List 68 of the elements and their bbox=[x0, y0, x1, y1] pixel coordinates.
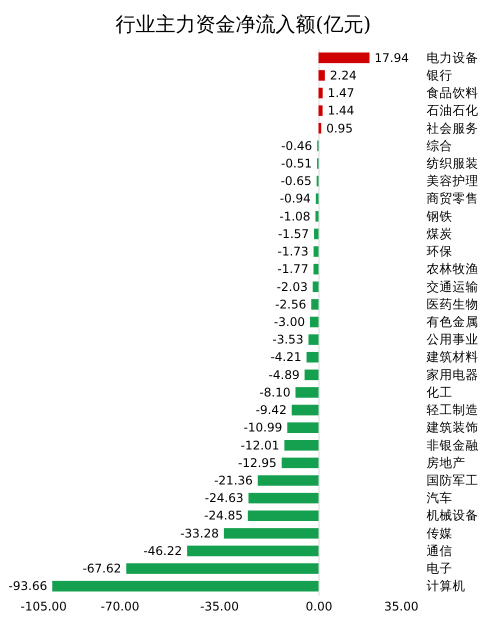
y-tick-label: 电力设备 bbox=[426, 50, 478, 65]
data-label: 1.47 bbox=[328, 86, 354, 100]
y-tick-label: 综合 bbox=[426, 138, 452, 153]
y-tick-label: 通信 bbox=[426, 542, 452, 558]
y-tick-label: 机械设备 bbox=[426, 508, 478, 523]
y-tick-label: 公用事业 bbox=[426, 332, 478, 347]
y-tick-label: 农林牧渔 bbox=[426, 261, 478, 276]
y-tick-label: 钢铁 bbox=[426, 208, 452, 224]
y-tick-label: 国防军工 bbox=[426, 472, 478, 488]
data-label: 1.44 bbox=[328, 104, 354, 118]
y-tick-label: 美容护理 bbox=[426, 173, 478, 188]
y-tick-label: 社会服务 bbox=[426, 120, 478, 136]
x-tick-label: -35.00 bbox=[200, 600, 239, 614]
y-tick-label: 计算机 bbox=[426, 578, 466, 594]
y-tick-label: 建筑材料 bbox=[426, 349, 478, 364]
y-tick-label: 银行 bbox=[426, 67, 452, 82]
data-label: -2.03 bbox=[276, 280, 308, 294]
data-label: -0.65 bbox=[280, 174, 312, 188]
y-tick-label: 房地产 bbox=[426, 454, 466, 470]
y-tick-label: 汽车 bbox=[426, 490, 452, 506]
data-label: -0.46 bbox=[281, 138, 312, 153]
data-label: -2.56 bbox=[275, 297, 306, 312]
y-tick-label: 非银金融 bbox=[426, 437, 478, 452]
data-label: -4.21 bbox=[270, 350, 302, 364]
y-tick-label: 环保 bbox=[426, 244, 452, 259]
data-label: -1.08 bbox=[279, 209, 310, 224]
data-label: -24.63 bbox=[204, 491, 244, 506]
data-label: -12.01 bbox=[240, 438, 280, 452]
data-label: -93.66 bbox=[8, 579, 48, 594]
chart-title: 行业主力资金净流入额(亿元) bbox=[115, 12, 372, 36]
data-label: -0.51 bbox=[280, 156, 312, 170]
data-label: -12.95 bbox=[238, 456, 277, 470]
y-tick-label: 传媒 bbox=[426, 525, 452, 540]
data-label: -1.77 bbox=[277, 262, 308, 276]
data-label: -1.57 bbox=[278, 226, 310, 241]
y-tick-label: 有色金属 bbox=[426, 314, 478, 329]
data-label: -3.00 bbox=[274, 315, 305, 329]
data-label: -4.89 bbox=[268, 368, 300, 382]
data-label: 2.24 bbox=[330, 68, 357, 82]
x-tick-label: 35.00 bbox=[384, 600, 418, 614]
y-tick-label: 家用电器 bbox=[426, 366, 478, 382]
y-tick-label: 医药生物 bbox=[426, 296, 478, 312]
data-label: -1.73 bbox=[278, 244, 309, 259]
data-label: -8.10 bbox=[259, 385, 290, 400]
data-label: 17.94 bbox=[374, 50, 409, 65]
y-tick-label: 交通运输 bbox=[426, 278, 478, 294]
y-tick-label: 石油石化 bbox=[426, 102, 478, 118]
y-tick-label: 商贸零售 bbox=[426, 190, 478, 206]
data-label: -9.42 bbox=[256, 403, 287, 418]
x-tick-label: -70.00 bbox=[100, 600, 140, 614]
y-tick-label: 轻工制造 bbox=[426, 402, 478, 418]
y-tick-label: 建筑装饰 bbox=[426, 420, 478, 435]
y-tick-label: 电子 bbox=[426, 560, 452, 576]
x-tick-label: 0.00 bbox=[306, 600, 332, 614]
data-label: 0.95 bbox=[326, 121, 353, 136]
x-tick-label: -105.00 bbox=[20, 600, 67, 614]
y-tick-label: 食品饮料 bbox=[426, 85, 478, 100]
data-label: -10.99 bbox=[244, 420, 282, 435]
y-tick-label: 煤炭 bbox=[426, 226, 452, 241]
y-tick-label: 化工 bbox=[426, 384, 452, 400]
y-tick-label: 纺织服装 bbox=[426, 155, 478, 170]
data-label: -67.62 bbox=[82, 562, 122, 576]
data-label: -3.53 bbox=[272, 332, 304, 347]
data-label: -24.85 bbox=[204, 508, 243, 523]
data-label: -0.94 bbox=[280, 192, 311, 206]
data-label: -46.22 bbox=[143, 544, 182, 558]
data-label: -33.28 bbox=[180, 526, 219, 540]
data-label: -21.36 bbox=[214, 474, 253, 488]
